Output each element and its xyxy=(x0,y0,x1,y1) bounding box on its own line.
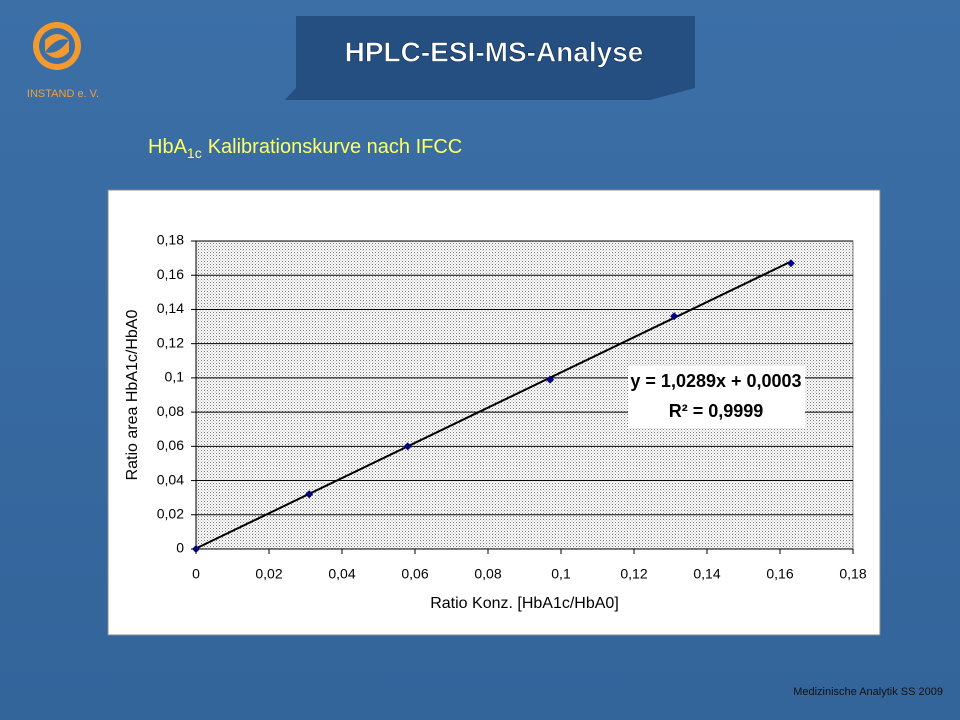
data-point xyxy=(403,442,412,451)
equation: y = 1,0289x + 0,0003 xyxy=(630,371,801,391)
subtitle: HbA1c Kalibrationskurve nach IFCC xyxy=(148,136,462,160)
subtitle-base: HbA xyxy=(148,136,188,158)
equation-box xyxy=(628,366,805,428)
x-tick-label: 0,16 xyxy=(766,566,793,582)
x-tick-label: 0,1 xyxy=(551,566,571,582)
y-tick-label: 0,14 xyxy=(157,300,184,316)
x-tick-label: 0,02 xyxy=(255,566,282,582)
data-point xyxy=(786,259,795,268)
data-point xyxy=(192,545,200,553)
x-tick-label: 0 xyxy=(192,566,200,582)
x-tick-label: 0,06 xyxy=(401,566,428,582)
subtitle-subscript: 1c xyxy=(187,145,202,161)
x-tick-label: 0,08 xyxy=(474,566,501,582)
x-tick-label: 0,12 xyxy=(620,566,647,582)
y-tick-label: 0,04 xyxy=(157,471,184,487)
x-tick-label: 0,04 xyxy=(328,566,355,582)
y-tick-label: 0,06 xyxy=(157,437,184,453)
x-axis-label: Ratio Konz. [HbA1c/HbA0] xyxy=(430,595,619,612)
trendline xyxy=(195,260,792,550)
y-tick-label: 0,12 xyxy=(157,334,184,350)
y-tick-label: 0,02 xyxy=(157,505,184,521)
y-tick-label: 0,1 xyxy=(165,369,185,385)
data-point xyxy=(305,490,314,499)
y-tick-label: 0,18 xyxy=(157,232,184,248)
x-tick-label: 0,18 xyxy=(839,566,866,582)
chart: 0 0,02 0,04 0,06 0,08 0,1 0,12 0,14 0,16 0,18 0 0,0… xyxy=(124,232,867,613)
logo-text: INSTAND e. V. xyxy=(27,88,99,100)
data-point xyxy=(670,312,679,321)
subtitle-rest: Kalibrationskurve nach IFCC xyxy=(208,136,463,158)
y-tick-label: 0 xyxy=(176,540,184,556)
r-squared: R² = 0,9999 xyxy=(669,401,764,421)
title-box xyxy=(285,16,695,100)
logo xyxy=(33,22,81,70)
x-tick-label: 0,14 xyxy=(693,566,720,582)
data-point xyxy=(546,375,555,384)
footer: Medizinische Analytik SS 2009 xyxy=(793,686,943,698)
y-tick-label: 0,16 xyxy=(157,266,184,282)
y-axis-label: Ratio area HbA1c/HbA0 xyxy=(124,310,141,481)
slide-title: HPLC-ESI-MS-Analyse xyxy=(345,36,644,67)
y-tick-label: 0,08 xyxy=(157,403,184,419)
